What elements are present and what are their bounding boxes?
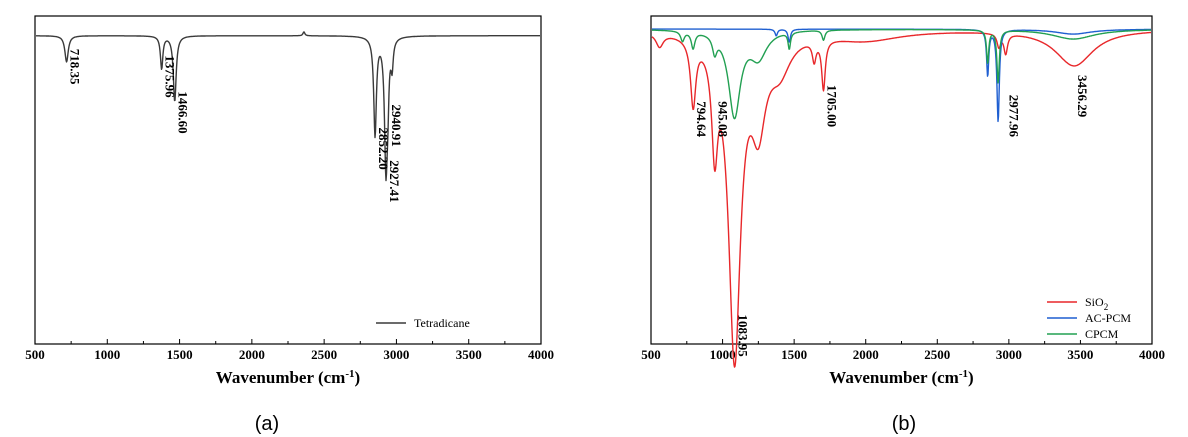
x-tick-label: 1500 bbox=[781, 347, 807, 362]
x-tick-label: 2500 bbox=[311, 347, 337, 362]
legend-entry: SiO2 bbox=[1085, 295, 1108, 312]
peak-label: 3456.29 bbox=[1075, 75, 1090, 118]
legend-entry: Tetradicane bbox=[414, 316, 470, 330]
peak-label: 718.35 bbox=[68, 49, 83, 85]
legend: Tetradicane bbox=[370, 313, 536, 333]
peak-label: 1466.60 bbox=[176, 91, 191, 133]
x-axis-title-main: Wavenumber (cm bbox=[829, 368, 959, 387]
peak-label: 794.64 bbox=[694, 101, 709, 137]
x-axis-title: Wavenumber (cm-1) bbox=[829, 368, 973, 387]
legend-entry: CPCM bbox=[1085, 327, 1119, 341]
x-tick-label: 2000 bbox=[239, 347, 265, 362]
series-line-tetradicane bbox=[35, 31, 541, 182]
x-tick-label: 2500 bbox=[924, 347, 950, 362]
legend-entry-main: SiO bbox=[1085, 295, 1104, 309]
x-axis-title-sup: -1 bbox=[345, 368, 354, 380]
series-line-sio2 bbox=[651, 31, 1152, 368]
x-axis-title-close: ) bbox=[355, 368, 361, 387]
peak-label: 1083.95 bbox=[736, 314, 751, 357]
peak-label: 2977.96 bbox=[1007, 95, 1022, 138]
peak-label: 2940.91 bbox=[389, 105, 404, 147]
x-tick-label: 4000 bbox=[528, 347, 554, 362]
legend-box bbox=[370, 313, 536, 333]
peak-label: 2927.41 bbox=[387, 160, 402, 202]
legend-box bbox=[1041, 292, 1149, 340]
x-axis-title-close: ) bbox=[968, 368, 974, 387]
series-line-cpcm bbox=[651, 28, 1152, 120]
x-axis-title-sup: -1 bbox=[959, 368, 968, 380]
peak-label: 1375.96 bbox=[163, 55, 178, 98]
x-tick-label: 500 bbox=[25, 347, 45, 362]
peak-label: 945.08 bbox=[716, 101, 731, 137]
x-axis-title-main: Wavenumber (cm bbox=[216, 368, 346, 387]
legend-entry: AC-PCM bbox=[1085, 311, 1131, 325]
plot-frame bbox=[34, 15, 542, 345]
chart-panel-a: 500 1000 1500 2000 2500 3000 3500 4000 Wavenumbe… bbox=[25, 15, 554, 435]
chart-panel-b: 500 1000 1500 2000 2500 3000 3500 4000 Wavenumbe… bbox=[641, 15, 1165, 435]
x-tick-label: 3000 bbox=[383, 347, 409, 362]
panel-label: (b) bbox=[892, 413, 916, 435]
x-tick-label: 1000 bbox=[710, 347, 736, 362]
peak-label: 1705.00 bbox=[824, 85, 839, 127]
x-tick-label: 3000 bbox=[996, 347, 1022, 362]
panel-label: (a) bbox=[255, 413, 279, 435]
x-tick-label: 1500 bbox=[167, 347, 193, 362]
x-tick-label: 3500 bbox=[1067, 347, 1093, 362]
peak-label: 2852.20 bbox=[376, 128, 391, 170]
x-tick-label: 2000 bbox=[853, 347, 879, 362]
legend-entry-sub: 2 bbox=[1104, 302, 1109, 312]
x-tick-label: 1000 bbox=[94, 347, 120, 362]
x-tick-label: 500 bbox=[641, 347, 661, 362]
x-axis-title: Wavenumber (cm-1) bbox=[216, 368, 360, 387]
x-tick-label: 4000 bbox=[1139, 347, 1165, 362]
x-tick-label: 3500 bbox=[456, 347, 482, 362]
